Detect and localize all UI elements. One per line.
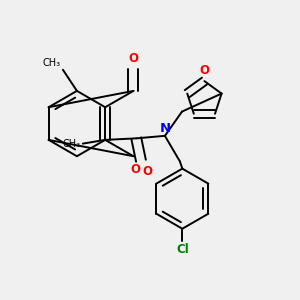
Text: N: N xyxy=(159,122,170,135)
Text: O: O xyxy=(142,165,152,178)
Text: Cl: Cl xyxy=(176,243,189,256)
Text: CH₃: CH₃ xyxy=(42,58,60,68)
Text: O: O xyxy=(200,64,209,77)
Text: O: O xyxy=(128,52,139,65)
Text: CH₃: CH₃ xyxy=(63,139,81,148)
Text: O: O xyxy=(130,163,140,176)
